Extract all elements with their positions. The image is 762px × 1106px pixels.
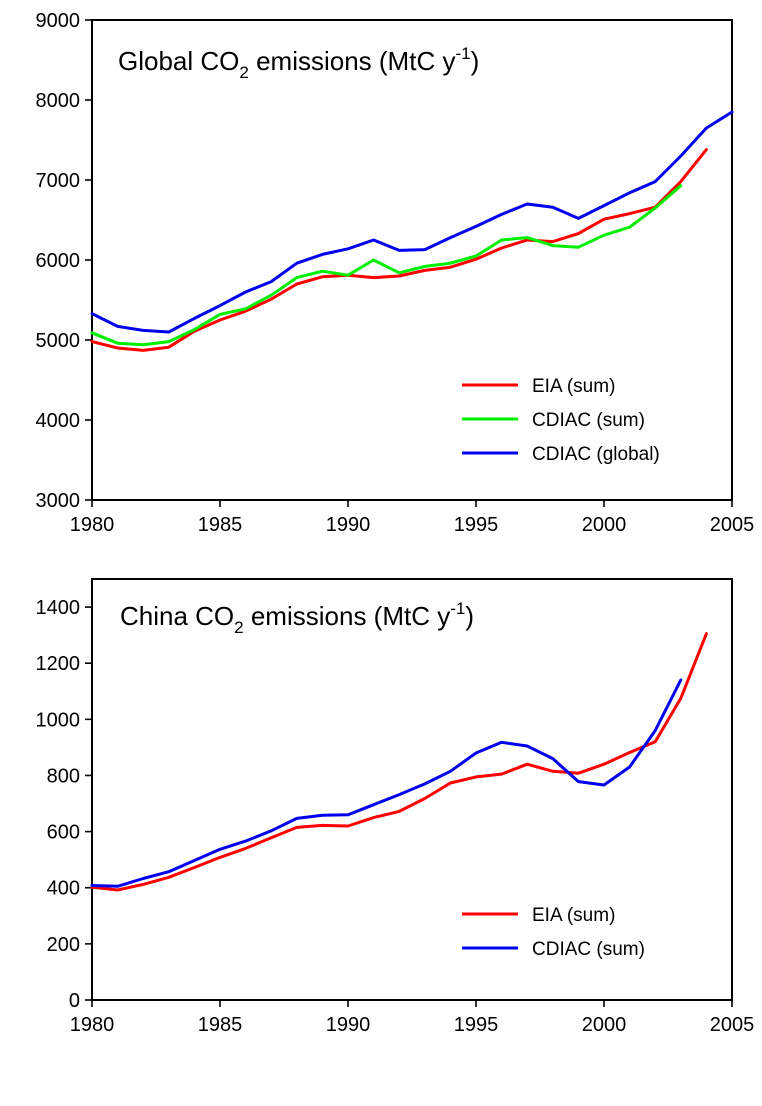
global-y-tick-label: 4000 [36,410,81,432]
china-series-line-1 [90,632,708,892]
global-series-line-2 [90,184,683,347]
china-title-sub: 2 [234,618,243,637]
china-y-tick-label: 200 [47,934,80,956]
china-y-tick-label: 0 [69,990,80,1012]
global-title-sup: -1 [455,44,470,63]
china-x-tick-label: 2000 [582,1014,627,1036]
china-x-tick-label: 2005 [710,1014,755,1036]
china-legend: EIA (sum) CDIAC (sum) [462,905,645,960]
china-y-tick-label: 1400 [36,597,81,619]
global-y-tick-label: 9000 [36,10,81,32]
china-y-tick-label: 1200 [36,653,81,675]
china-title-sup: -1 [450,599,465,618]
global-y-tick-label: 7000 [36,170,81,192]
global-y-tick-label: 6000 [36,250,81,272]
china-title-pre: China CO [120,601,234,631]
global-x-tick-label: 1990 [326,514,371,536]
global-y-tick-label: 5000 [36,330,81,352]
china-x-tick-label: 1990 [326,1014,371,1036]
china-series-line-2 [90,678,683,888]
china-y-tick-label: 1000 [36,709,81,731]
global-series-line-3 [90,110,734,334]
china-chart-title: China CO2 emissions (MtC y-1) [120,599,474,637]
china-title-mid: emissions (MtC y [244,601,451,631]
china-x-tick-label: 1985 [198,1014,243,1036]
global-chart: 1980 1985 1990 1995 2000 2005 3000 4000 5000 6000… [36,10,755,536]
china-x-tick-label: 1995 [454,1014,499,1036]
global-x-tick-label: 2000 [582,514,627,536]
china-chart: 1980 1985 1990 1995 2000 2005 0 200 400 600 800 100… [36,578,755,1036]
global-x-tick-label: 1980 [70,514,115,536]
global-legend-label-2: CDIAC (sum) [532,410,645,431]
china-title-post: ) [465,601,474,631]
global-legend: EIA (sum) CDIAC (sum) CDIAC (global) [462,376,660,465]
global-x-tick-label: 1995 [454,514,499,536]
global-legend-label-3: CDIAC (global) [532,444,660,465]
global-legend-label-1: EIA (sum) [532,376,615,397]
global-title-sub: 2 [239,63,248,82]
global-title-post: ) [471,46,480,76]
china-y-tick-label: 800 [47,765,80,787]
global-chart-title: Global CO2 emissions (MtC y-1) [118,44,479,82]
global-title-mid: emissions (MtC y [249,46,456,76]
china-legend-label-1: EIA (sum) [532,905,615,926]
global-y-tick-label: 8000 [36,90,81,112]
global-x-tick-label: 2005 [710,514,755,536]
global-title-pre: Global CO [118,46,239,76]
china-x-tick-label: 1980 [70,1014,115,1036]
global-x-tick-label: 1985 [198,514,243,536]
china-legend-label-2: CDIAC (sum) [532,939,645,960]
china-plot-frame [91,578,733,1001]
global-y-tick-label: 3000 [36,490,81,512]
china-y-tick-label: 600 [47,822,80,844]
china-y-tick-label: 400 [47,878,80,900]
